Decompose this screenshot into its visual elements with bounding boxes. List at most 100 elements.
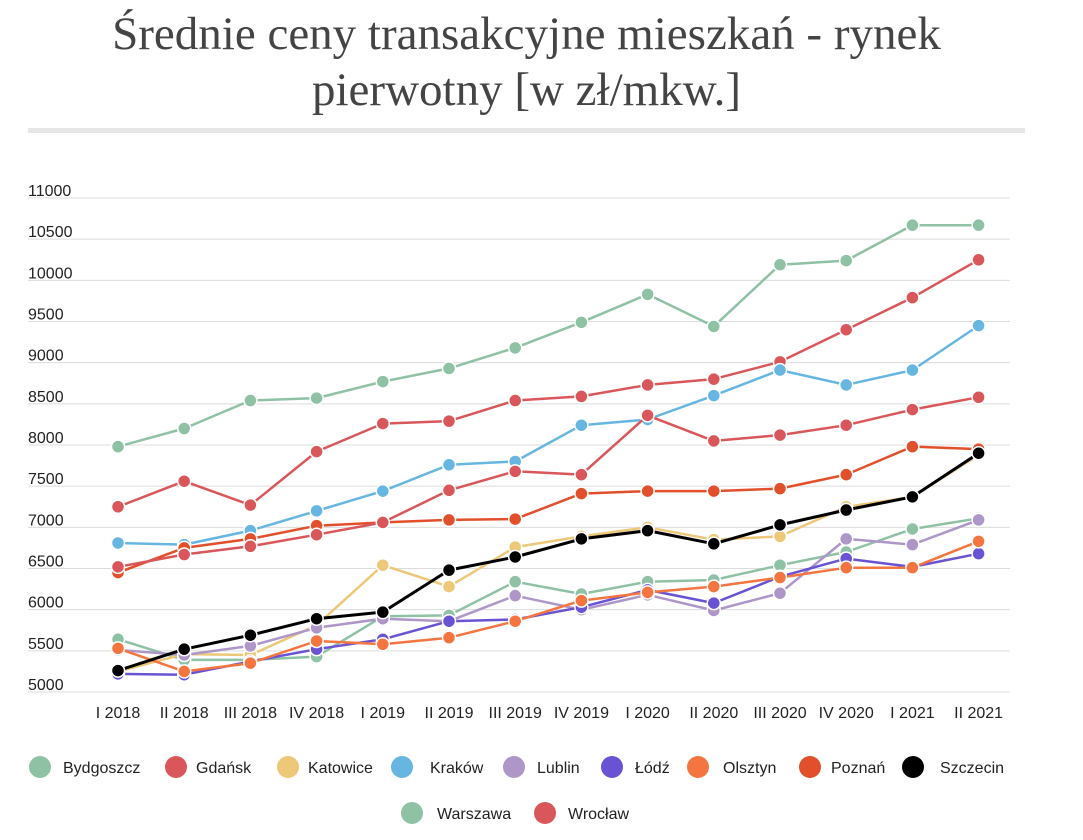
y-tick-label: 6000: [28, 595, 64, 612]
data-point: [971, 534, 986, 549]
data-point: [507, 549, 523, 565]
y-tick-label: 9000: [28, 348, 64, 365]
legend-marker: [165, 756, 187, 778]
data-point: [574, 467, 589, 482]
legend-label: Warszawa: [437, 806, 511, 823]
data-point: [507, 340, 523, 356]
x-tick-label: I 2019: [361, 705, 406, 722]
chart-title: Średnie ceny transakcyjne mieszkań - ryn…: [28, 6, 1025, 118]
legend-label: Lublin: [537, 760, 580, 777]
data-point: [176, 664, 192, 679]
series-line-kraków: [117, 324, 980, 546]
data-point: [971, 318, 986, 333]
data-point: [838, 467, 854, 482]
x-tick-label: IV 2018: [289, 705, 344, 722]
data-point: [971, 252, 986, 267]
data-point: [309, 444, 324, 459]
data-point: [905, 290, 920, 305]
legend-label: Katowice: [308, 760, 373, 777]
data-point: [243, 393, 258, 408]
data-point: [309, 633, 324, 649]
data-point: [640, 523, 655, 538]
x-tick-label: II 2018: [160, 705, 209, 722]
y-tick-label: 7000: [28, 512, 64, 529]
data-point: [176, 547, 192, 562]
legend-marker: [29, 756, 51, 778]
legend-marker: [902, 756, 924, 778]
y-tick-label: 10500: [28, 224, 73, 241]
title-divider: [28, 128, 1025, 133]
legend-marker: [391, 756, 413, 778]
legend-marker: [534, 802, 556, 824]
series-line-wrocław: [117, 395, 979, 569]
x-tick-label: IV 2020: [819, 705, 874, 722]
data-point: [375, 636, 391, 652]
data-point: [706, 595, 722, 611]
legend-label: Wrocław: [568, 806, 629, 823]
data-point: [574, 486, 589, 501]
data-point: [772, 427, 788, 443]
data-point: [176, 473, 192, 489]
series-line-lublin: [117, 518, 980, 657]
data-point: [905, 217, 920, 233]
data-point: [441, 413, 457, 429]
data-point: [309, 527, 324, 542]
legend-label: Szczecin: [940, 760, 1004, 777]
data-point: [441, 613, 457, 629]
data-point: [772, 570, 788, 585]
data-point: [971, 546, 986, 561]
data-point: [110, 641, 126, 656]
data-point: [772, 517, 788, 533]
legend-label: Gdańsk: [196, 760, 252, 777]
data-point: [772, 257, 788, 272]
legend-marker: [601, 756, 623, 778]
x-tick-label: II 2021: [954, 705, 1003, 722]
data-point: [838, 560, 854, 575]
data-point: [507, 613, 523, 629]
data-point: [838, 417, 854, 433]
data-point: [375, 515, 391, 530]
data-point: [838, 322, 854, 337]
data-point: [905, 521, 920, 537]
data-point: [640, 287, 655, 302]
data-point: [706, 483, 722, 499]
legend-label: Bydgoszcz: [63, 760, 140, 777]
data-point: [441, 512, 457, 528]
data-point: [905, 560, 920, 575]
data-point: [574, 593, 589, 608]
data-point: [110, 559, 126, 575]
y-tick-label: 7500: [28, 471, 64, 488]
data-point: [574, 315, 589, 330]
data-point: [706, 319, 722, 334]
y-tick-label: 11000: [28, 183, 71, 200]
data-point: [905, 362, 920, 378]
data-point: [441, 457, 457, 473]
data-point: [507, 393, 523, 408]
data-point: [441, 483, 457, 498]
y-tick-label: 9500: [28, 307, 64, 324]
legend-marker: [687, 756, 709, 778]
data-point: [838, 253, 854, 268]
data-point: [309, 611, 324, 626]
data-point: [375, 604, 391, 620]
data-point: [772, 362, 788, 378]
data-point: [375, 483, 391, 499]
data-point: [309, 390, 324, 406]
data-point: [574, 417, 589, 433]
y-tick-label: 6500: [28, 554, 64, 571]
y-tick-label: 8000: [28, 430, 64, 447]
chart-title-line-1: Średnie ceny transakcyjne mieszkań - ryn…: [112, 8, 941, 60]
data-point: [441, 630, 457, 645]
series-line-poznań: [117, 445, 979, 574]
legend-label: Łódź: [635, 760, 670, 777]
data-point: [905, 537, 920, 552]
series-line-olsztyn: [117, 540, 980, 673]
x-tick-label: II 2019: [425, 705, 474, 722]
data-point: [971, 217, 986, 233]
y-tick-label: 5000: [28, 677, 64, 694]
data-point: [772, 481, 788, 496]
x-tick-label: IV 2019: [554, 705, 609, 722]
data-point: [176, 641, 192, 657]
data-point: [574, 389, 589, 404]
